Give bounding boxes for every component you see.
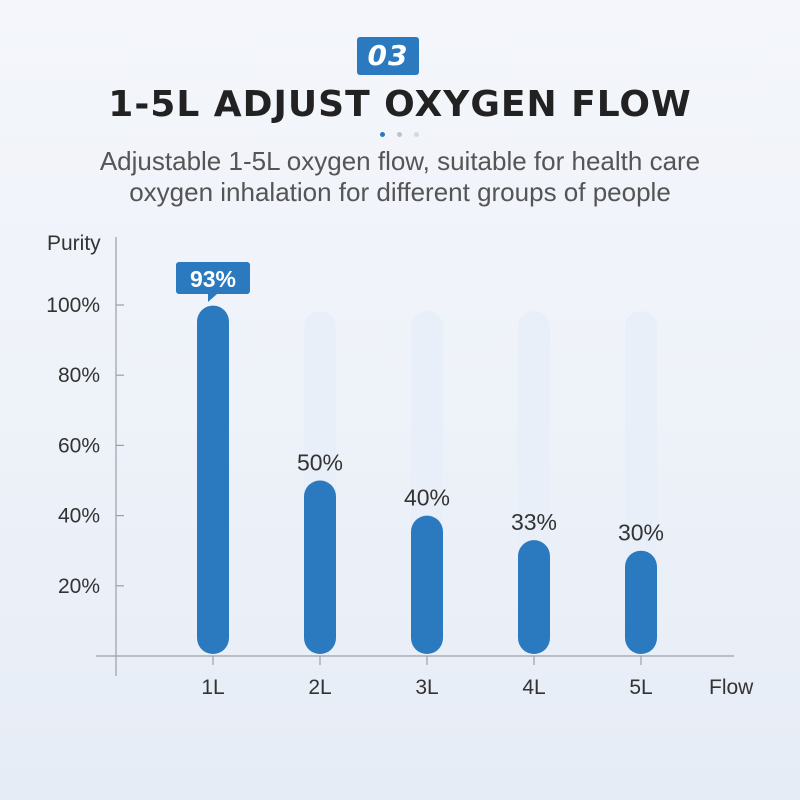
section-number-badge: 03 bbox=[357, 37, 419, 75]
bar-1L bbox=[197, 305, 229, 654]
bars bbox=[197, 305, 657, 654]
x-tick-label: 5L bbox=[629, 676, 652, 699]
y-tick-label: 20% bbox=[58, 575, 100, 598]
x-tick-label: 3L bbox=[415, 676, 438, 699]
x-axis-label: Flow bbox=[709, 676, 754, 699]
value-label: 30% bbox=[618, 520, 664, 546]
pagination-dot-active bbox=[380, 132, 385, 137]
subtitle-line-1: Adjustable 1-5L oxygen flow, suitable fo… bbox=[99, 146, 701, 176]
bar-4L bbox=[518, 540, 550, 654]
x-axis-ticks: 1L 2L 3L 4L 5L bbox=[201, 656, 653, 699]
value-label: 33% bbox=[511, 509, 557, 535]
value-label: 93% bbox=[190, 266, 236, 292]
y-tick-label: 100% bbox=[46, 294, 100, 317]
value-label: 40% bbox=[404, 485, 450, 511]
y-axis-ticks: 20% 40% 60% 80% 100% bbox=[46, 294, 124, 598]
y-tick-label: 80% bbox=[58, 364, 100, 387]
subtitle-line-2: oxygen inhalation for different groups o… bbox=[129, 177, 671, 207]
bar-5L bbox=[625, 550, 657, 654]
value-labels: 93% 50% 40% 33% 30% bbox=[176, 262, 664, 546]
y-axis-label: Purity bbox=[47, 232, 101, 255]
y-tick-label: 60% bbox=[58, 434, 100, 457]
chart-axes bbox=[96, 237, 734, 676]
value-label: 50% bbox=[297, 450, 343, 476]
value-callout: 93% bbox=[176, 262, 250, 302]
page-title: 1-5L ADJUST OXYGEN FLOW bbox=[108, 84, 692, 125]
bar-3L bbox=[411, 515, 443, 654]
x-tick-label: 4L bbox=[522, 676, 545, 699]
value-callout-pointer bbox=[208, 294, 217, 302]
x-tick-label: 2L bbox=[308, 676, 331, 699]
y-tick-label: 40% bbox=[58, 505, 100, 528]
x-tick-label: 1L bbox=[201, 676, 224, 699]
value-callout-bubble bbox=[176, 262, 250, 294]
pagination-dot bbox=[397, 132, 402, 137]
bar-2L bbox=[304, 480, 336, 654]
page-subtitle: Adjustable 1-5L oxygen flow, suitable fo… bbox=[0, 146, 800, 208]
pagination-dot bbox=[414, 132, 419, 137]
